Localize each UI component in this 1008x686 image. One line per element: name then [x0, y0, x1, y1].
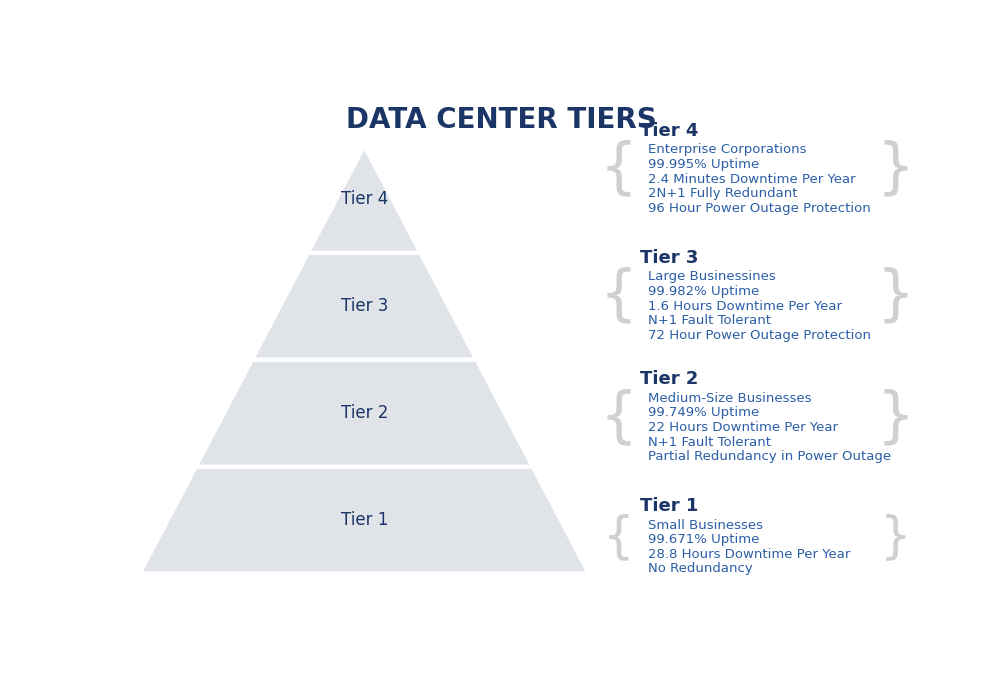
Text: Enterprise Corporations: Enterprise Corporations — [648, 143, 806, 156]
Text: Tier 4: Tier 4 — [640, 122, 699, 140]
Text: }: } — [877, 388, 914, 447]
Text: 99.995% Uptime: 99.995% Uptime — [648, 158, 759, 171]
Text: Tier 3: Tier 3 — [640, 249, 699, 267]
Text: Partial Redundancy in Power Outage: Partial Redundancy in Power Outage — [648, 450, 891, 463]
Text: {: { — [603, 513, 634, 561]
Text: 1.6 Hours Downtime Per Year: 1.6 Hours Downtime Per Year — [648, 300, 842, 313]
Polygon shape — [196, 359, 532, 466]
Text: DATA CENTER TIERS: DATA CENTER TIERS — [346, 106, 656, 134]
Text: }: } — [877, 267, 914, 326]
Text: Tier 2: Tier 2 — [640, 370, 699, 388]
Text: 22 Hours Downtime Per Year: 22 Hours Downtime Per Year — [648, 421, 838, 434]
Text: Medium-Size Businesses: Medium-Size Businesses — [648, 392, 811, 405]
Polygon shape — [252, 252, 477, 359]
Text: 99.982% Uptime: 99.982% Uptime — [648, 285, 759, 298]
Text: 99.749% Uptime: 99.749% Uptime — [648, 406, 759, 419]
Polygon shape — [308, 145, 420, 252]
Text: Tier 1: Tier 1 — [341, 511, 388, 529]
Text: N+1 Fault Tolerant: N+1 Fault Tolerant — [648, 436, 771, 449]
Polygon shape — [140, 466, 589, 573]
Text: 2.4 Minutes Downtime Per Year: 2.4 Minutes Downtime Per Year — [648, 173, 856, 186]
Text: 99.671% Uptime: 99.671% Uptime — [648, 533, 759, 546]
Text: Tier 4: Tier 4 — [341, 190, 388, 208]
Text: Large Businessines: Large Businessines — [648, 270, 775, 283]
Text: Tier 1: Tier 1 — [640, 497, 699, 515]
Text: {: { — [599, 388, 637, 447]
Text: Tier 2: Tier 2 — [341, 404, 388, 422]
Text: No Redundancy: No Redundancy — [648, 563, 753, 576]
Text: {: { — [599, 267, 637, 326]
Text: Small Businesses: Small Businesses — [648, 519, 763, 532]
Text: }: } — [877, 140, 914, 199]
Text: 2N+1 Fully Redundant: 2N+1 Fully Redundant — [648, 187, 797, 200]
Text: 72 Hour Power Outage Protection: 72 Hour Power Outage Protection — [648, 329, 871, 342]
Text: 28.8 Hours Downtime Per Year: 28.8 Hours Downtime Per Year — [648, 548, 850, 560]
Text: N+1 Fault Tolerant: N+1 Fault Tolerant — [648, 314, 771, 327]
Text: 96 Hour Power Outage Protection: 96 Hour Power Outage Protection — [648, 202, 871, 215]
Text: {: { — [599, 140, 637, 199]
Text: Tier 3: Tier 3 — [341, 297, 388, 315]
Text: }: } — [880, 513, 911, 561]
